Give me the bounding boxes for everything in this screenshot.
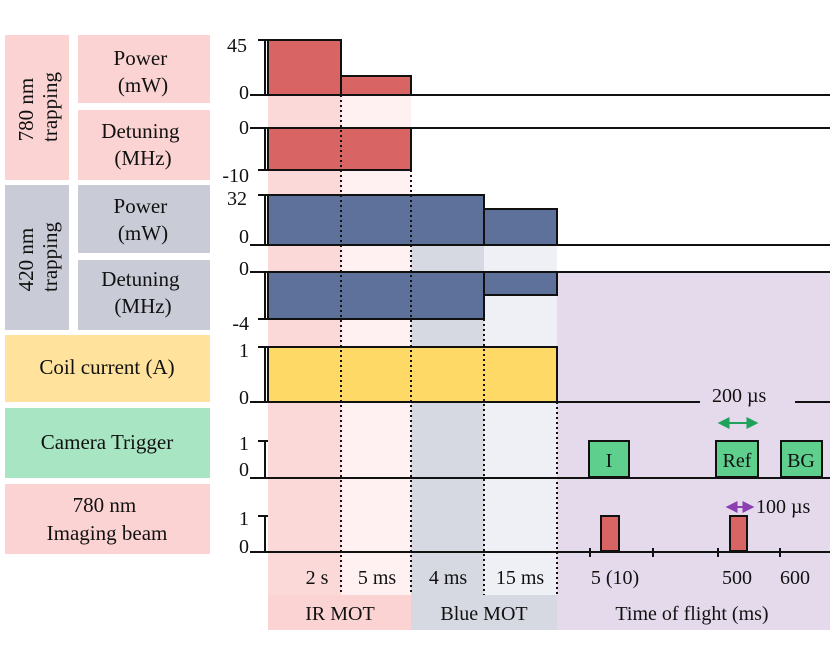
cam-pulse-I-label: I	[606, 450, 613, 472]
duration-15ms: 15 ms	[496, 567, 545, 589]
dur-bg-5ms	[341, 560, 411, 595]
tof-tick-500: 500	[722, 567, 752, 589]
phase-separators	[340, 95, 558, 595]
label-box-camera	[5, 408, 210, 478]
tick-p780-top: 45	[227, 35, 247, 57]
bar-coil	[267, 346, 558, 403]
tof-tick-5: 5 (10)	[591, 567, 639, 589]
bar-p420-low	[483, 208, 558, 246]
label-box-780-trapping	[5, 35, 69, 180]
bottom-ticks	[589, 548, 781, 557]
label-box-420-trapping	[5, 185, 69, 330]
tick-p420-top: 32	[227, 188, 247, 210]
phase-band-blue	[411, 595, 557, 630]
annotation-100us: 100 µs	[756, 496, 811, 518]
imaging-label: 780 nm Imaging beam	[47, 493, 168, 545]
p420-label: Power (mW)	[114, 194, 173, 245]
bar-p420-high	[267, 194, 485, 246]
tick-cam-top: 1	[239, 433, 249, 455]
cam-pulse-bg	[780, 440, 823, 478]
tick-coil-bottom: 0	[239, 387, 249, 409]
bar-p780-5ms	[340, 75, 412, 96]
trap420-label: 420 nm trapping	[14, 222, 62, 292]
axes	[250, 39, 830, 553]
phase-band-ir	[268, 595, 411, 630]
label-box-coil	[5, 335, 210, 402]
img-pulse-1	[600, 515, 620, 552]
bar-d780	[267, 127, 412, 171]
phase-tof: Time of flight (ms)	[615, 603, 768, 625]
tick-coil-top: 1	[239, 340, 249, 362]
cam-pulse-ref-label: Ref	[723, 450, 752, 472]
tick-d420-top: 0	[239, 258, 249, 280]
bar-d420-deep	[267, 271, 485, 320]
tick-p420-bottom: 0	[239, 226, 249, 248]
cam-pulse-bg-label: BG	[787, 450, 815, 472]
tick-p780-bottom: 0	[239, 82, 249, 104]
camera-label: Camera Trigger	[41, 430, 173, 454]
duration-4ms: 4 ms	[429, 567, 468, 589]
tick-d780-bottom: -10	[222, 165, 249, 187]
d420-label: Detuning (MHz)	[101, 267, 184, 318]
p780-label: Power (mW)	[114, 46, 173, 97]
phase-ir-mot: IR MOT	[305, 603, 374, 625]
tick-labels: 45 0 0 -10 32 0 0 -4 1 0 1 0 1 0	[222, 35, 249, 558]
cam-pulse-I	[588, 440, 630, 478]
label-box-780-detuning	[78, 110, 210, 180]
annotation-200us: 200 µs	[712, 385, 767, 407]
trap780-label: 780 nm trapping	[14, 72, 62, 142]
bar-d420-shallow	[483, 271, 558, 296]
label-box-420-detuning	[78, 260, 210, 330]
phase-blue-mot: Blue MOT	[440, 603, 527, 625]
label-box-imaging	[5, 484, 210, 554]
tof-tick-600: 600	[780, 567, 810, 589]
label-box-420-power	[78, 185, 210, 253]
duration-2s: 2 s	[306, 567, 329, 589]
duration-labels: 2 s 5 ms 4 ms 15 ms 5 (10) 500 600	[306, 567, 810, 589]
tick-img-top: 1	[239, 508, 249, 530]
tick-img-bottom: 0	[239, 536, 249, 558]
img-pulse-2	[729, 515, 748, 552]
d780-label: Detuning (MHz)	[101, 119, 184, 170]
tick-d780-top: 0	[239, 117, 249, 139]
tick-cam-bottom: 0	[239, 459, 249, 481]
phase-band-tof	[557, 595, 830, 630]
bar-p780-2s	[267, 39, 342, 96]
duration-5ms: 5 ms	[358, 567, 397, 589]
coil-label: Coil current (A)	[39, 355, 174, 379]
phase-labels: IR MOT Blue MOT Time of flight (ms)	[305, 603, 768, 625]
label-box-780-power	[78, 35, 210, 103]
tick-d420-bottom: -4	[232, 313, 249, 335]
dur-bg-15ms	[484, 560, 557, 595]
